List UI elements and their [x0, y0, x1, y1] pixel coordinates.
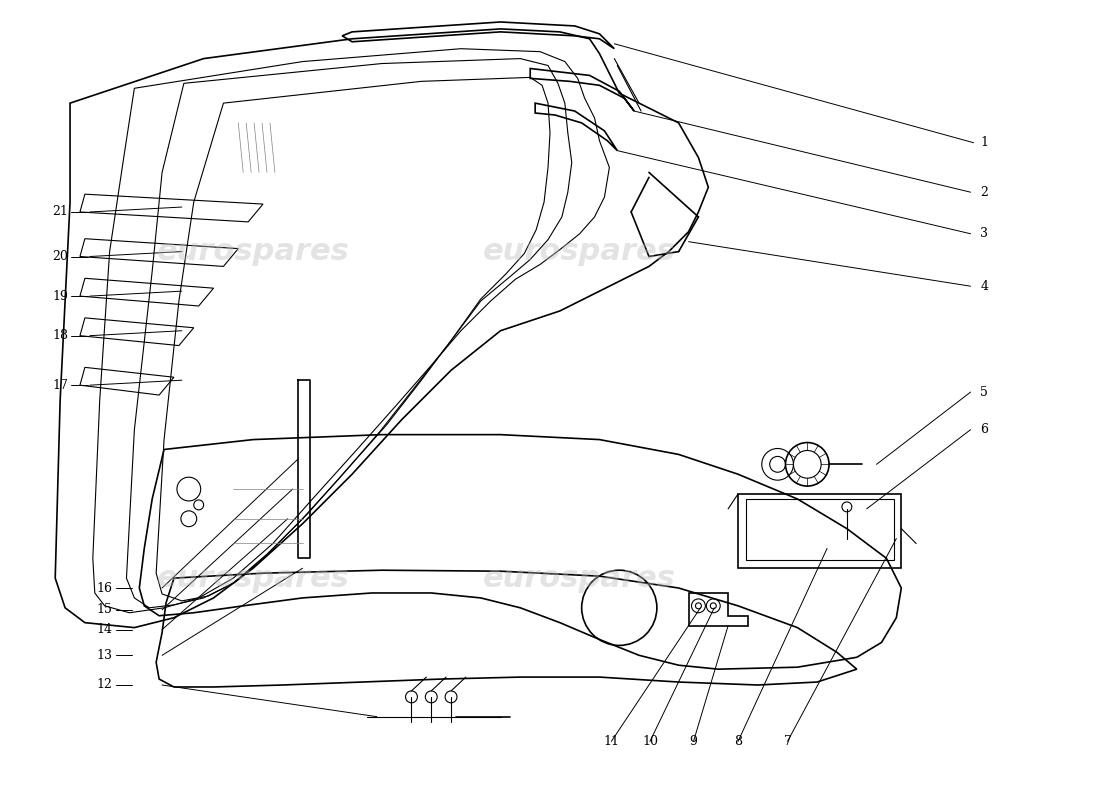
Text: 19: 19 — [52, 290, 68, 302]
Text: 20: 20 — [52, 250, 68, 263]
Text: 7: 7 — [783, 735, 791, 748]
Text: eurospares: eurospares — [483, 237, 676, 266]
Text: eurospares: eurospares — [483, 564, 676, 593]
Text: 14: 14 — [97, 623, 112, 636]
Text: 15: 15 — [97, 603, 112, 616]
Text: 1: 1 — [980, 136, 989, 150]
Text: 8: 8 — [734, 735, 742, 748]
Text: 9: 9 — [690, 735, 697, 748]
Text: 12: 12 — [97, 678, 112, 691]
Text: 10: 10 — [642, 735, 658, 748]
Text: 13: 13 — [97, 649, 112, 662]
Text: 11: 11 — [604, 735, 619, 748]
Text: 18: 18 — [52, 329, 68, 342]
Text: 6: 6 — [980, 423, 989, 436]
Text: 3: 3 — [980, 227, 989, 240]
Text: 16: 16 — [97, 582, 112, 594]
Text: eurospares: eurospares — [157, 237, 350, 266]
Text: 4: 4 — [980, 280, 989, 293]
Text: 17: 17 — [52, 378, 68, 392]
Text: 5: 5 — [980, 386, 988, 398]
Text: 2: 2 — [980, 186, 988, 198]
Text: 21: 21 — [52, 206, 68, 218]
Text: eurospares: eurospares — [157, 564, 350, 593]
